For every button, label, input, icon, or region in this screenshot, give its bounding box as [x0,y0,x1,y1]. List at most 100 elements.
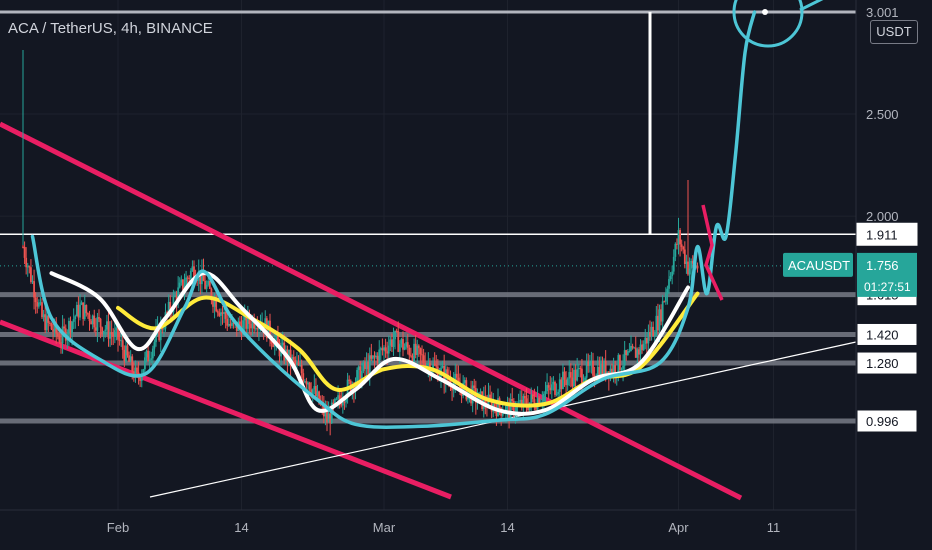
candle-body [565,379,567,386]
candle-body [392,339,395,347]
candle-body [44,314,47,331]
candle-body [91,315,94,325]
candle-body [102,331,105,335]
candle-body [596,366,599,378]
candle-body [511,399,514,402]
candle-body [679,229,681,245]
candle-body [520,399,523,408]
candle-body [379,348,382,350]
candle-body [229,324,232,326]
candle-body [226,318,229,326]
candle-body [489,394,491,399]
candle-body [71,321,73,334]
candle-body [604,360,607,377]
candle-body [232,322,235,324]
candle-body [417,345,420,349]
candle-body [550,384,553,391]
candle-body [413,343,415,362]
candle-body [77,304,80,318]
candle-body [666,288,669,294]
candle-body [479,391,482,393]
candle-body [256,328,259,330]
candle-body [397,331,400,352]
candle-body [224,312,227,319]
candle-body [446,369,449,378]
candle-body [201,269,203,285]
level-price-label: 1.420 [866,327,899,342]
candle-body [571,377,574,387]
candle-body [535,406,537,410]
candle-body [505,405,507,414]
candle-body [316,391,319,397]
candle-body [419,348,422,355]
candle-body [145,350,148,358]
candle-body [147,350,149,362]
candle-body [182,279,184,291]
candle-body [527,405,529,411]
candle-body [568,372,571,379]
projection-path [30,10,757,429]
candle-body [215,299,218,312]
candle-body [351,384,354,393]
candle-body [696,265,699,269]
candle-body [546,385,548,392]
candle-body [577,368,580,370]
candle-body [82,302,85,320]
candle-body [129,356,132,362]
candle-body [158,326,161,341]
candle-body [123,349,126,362]
candle-body [427,363,430,366]
candle-body [131,356,134,372]
candle-body [603,360,605,375]
candle-body [151,348,154,359]
symbol-tag-label: ACAUSDT [788,258,850,273]
candle-body [641,344,643,351]
candle-body [359,366,362,384]
candle-body [473,385,476,389]
candle-body [74,316,77,320]
level-price-box [856,351,918,375]
candle-body [680,244,683,247]
candle-body [307,382,309,385]
candle-body [210,288,213,301]
candle-body [45,315,48,331]
candle-body [691,260,694,264]
candle-body [612,365,615,375]
candle-body [497,398,499,416]
candle-body [639,344,642,355]
candle-body [655,315,658,336]
candle-body [33,281,35,298]
level-price-label: 1.280 [866,356,899,371]
currency-button[interactable]: USDT [870,20,918,44]
candle-body [101,327,104,335]
candle-body [205,284,208,289]
candle-body [524,395,526,399]
bar-countdown-label: 01:27:51 [864,280,911,294]
candle-body [620,369,623,371]
candle-body [37,302,40,307]
candle-body [574,369,577,381]
candle-body [375,355,377,358]
level-price-box [856,409,918,433]
candle-body [630,345,632,352]
candle-body [598,366,601,379]
candle-body [174,295,176,297]
candle-body [56,333,59,337]
candle-body [555,394,558,396]
candle-body [245,314,248,329]
candle-body [69,320,72,334]
candle-body [421,354,423,356]
candle-body [99,318,102,328]
candle-body [207,280,210,285]
candle-body [88,314,91,322]
candle-body [72,319,75,322]
candle-body [533,399,536,407]
candle-body [538,398,541,406]
candle-body [398,343,401,352]
target-circle [732,0,804,48]
candle-body [558,379,561,392]
candle-body [669,276,672,280]
candle-body [185,277,187,286]
